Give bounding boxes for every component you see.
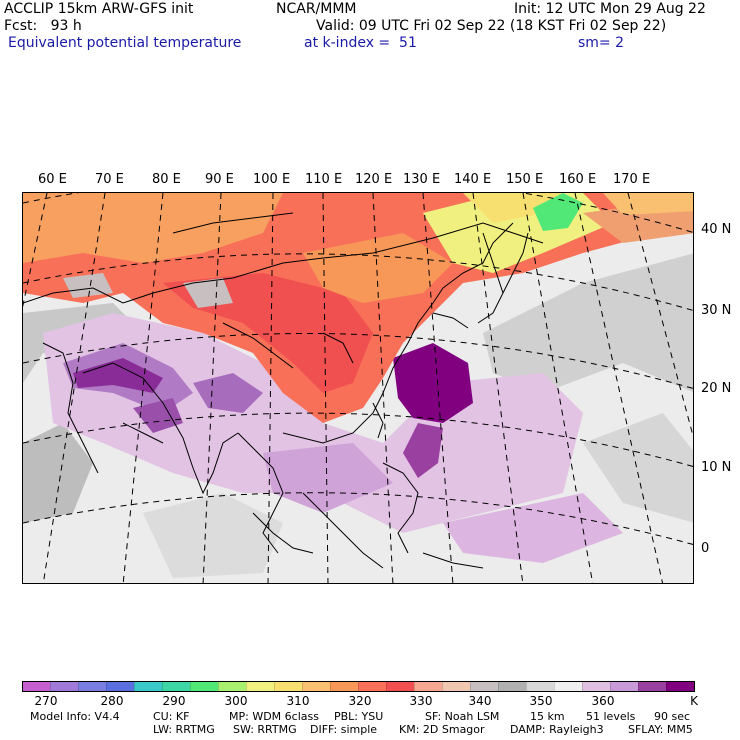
lon-label: 110 E — [305, 172, 343, 187]
colorbar-swatch — [582, 682, 610, 691]
colorbar-swatch — [50, 682, 78, 691]
footer-model-info: Model Info: V4.4 — [30, 710, 120, 723]
run-title: ACCLIP 15km ARW-GFS init — [4, 1, 194, 17]
colorbar-unit: K — [690, 694, 698, 708]
colorbar-swatch — [218, 682, 246, 691]
colorbar-swatch — [470, 682, 498, 691]
colorbar — [22, 681, 695, 692]
colorbar-swatch — [498, 682, 526, 691]
smoothing: sm= 2 — [578, 35, 625, 51]
footer-surface-layer: SFLAY: MM5 — [628, 723, 693, 736]
colorbar-swatch — [246, 682, 274, 691]
colorbar-swatch — [610, 682, 638, 691]
colorbar-tick-label: 320 — [348, 694, 372, 708]
lat-label: 10 N — [701, 460, 732, 475]
colorbar-swatch — [442, 682, 470, 691]
institution: NCAR/MMM — [276, 1, 357, 17]
lon-label: 150 E — [506, 172, 544, 187]
lon-label: 120 E — [355, 172, 393, 187]
lat-label: 40 N — [701, 222, 732, 237]
colorbar-tick-label: 360 — [591, 694, 615, 708]
colorbar-tick-label: 310 — [286, 694, 310, 708]
colorbar-swatch — [330, 682, 358, 691]
colorbar-swatch — [78, 682, 106, 691]
lon-label: 80 E — [152, 172, 181, 187]
valid-time: Valid: 09 UTC Fri 02 Sep 22 (18 KST Fri … — [316, 18, 667, 34]
theta-e-map — [22, 192, 694, 584]
footer-damping: DAMP: Rayleigh3 — [510, 723, 604, 736]
lon-label: 130 E — [403, 172, 441, 187]
lon-label: 170 E — [613, 172, 651, 187]
footer-cumulus: CU: KF — [153, 710, 190, 723]
footer-diffusion: DIFF: simple — [310, 723, 378, 736]
colorbar-swatch — [274, 682, 302, 691]
colorbar-swatch — [666, 682, 694, 691]
colorbar-tick-label: 300 — [224, 694, 248, 708]
footer-resolution: 15 km — [530, 710, 565, 723]
colorbar-tick-label: 270 — [34, 694, 58, 708]
lon-label: 90 E — [205, 172, 234, 187]
colorbar-tick-label: 290 — [162, 694, 186, 708]
colorbar-tick-label: 330 — [409, 694, 433, 708]
colorbar-swatch — [638, 682, 666, 691]
lon-label: 60 E — [38, 172, 67, 187]
lon-label: 70 E — [95, 172, 124, 187]
field-name: Equivalent potential temperature — [8, 35, 242, 51]
footer-surface: SF: Noah LSM — [425, 710, 500, 723]
colorbar-swatch — [190, 682, 218, 691]
footer-shortwave: SW: RRTMG — [233, 723, 297, 736]
colorbar-swatch — [414, 682, 442, 691]
colorbar-swatch — [302, 682, 330, 691]
footer-pbl: PBL: YSU — [334, 710, 384, 723]
footer-km: KM: 2D Smagor — [399, 723, 485, 736]
colorbar-swatch — [23, 682, 50, 691]
colorbar-tick-label: 280 — [100, 694, 124, 708]
lat-label: 0 — [701, 541, 710, 556]
footer-timestep: 90 sec — [654, 710, 691, 723]
lon-label: 140 E — [454, 172, 492, 187]
forecast-hour: Fcst: 93 h — [4, 18, 82, 34]
colorbar-swatch — [386, 682, 414, 691]
colorbar-swatch — [106, 682, 134, 691]
lat-label: 30 N — [701, 303, 732, 318]
footer-levels: 51 levels — [586, 710, 636, 723]
footer-longwave: LW: RRTMG — [153, 723, 215, 736]
colorbar-swatch — [526, 682, 554, 691]
colorbar-swatch — [162, 682, 190, 691]
colorbar-swatch — [358, 682, 386, 691]
colorbar-tick-label: 340 — [468, 694, 492, 708]
init-time: Init: 12 UTC Mon 29 Aug 22 — [514, 1, 706, 17]
lon-label: 100 E — [253, 172, 291, 187]
colorbar-tick-label: 350 — [529, 694, 553, 708]
footer-microphysics: MP: WDM 6class — [229, 710, 319, 723]
colorbar-swatch — [134, 682, 162, 691]
level-index: at k-index = 51 — [304, 35, 417, 51]
lat-label: 20 N — [701, 381, 732, 396]
lon-label: 160 E — [559, 172, 597, 187]
colorbar-swatch — [554, 682, 582, 691]
